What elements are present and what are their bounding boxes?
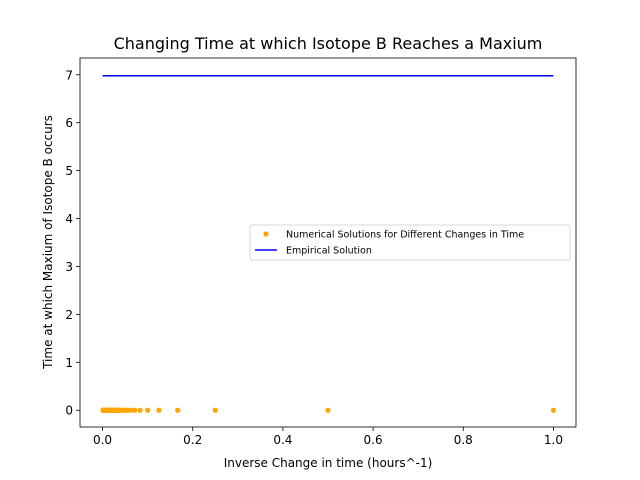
data-point xyxy=(175,407,181,413)
y-tick-label: 1 xyxy=(65,356,73,370)
x-tick-label: 1.0 xyxy=(544,433,563,447)
axes: 0.0 0.2 0.4 0.6 0.8 1.0 0 1 2 3 4 5 6 7 xyxy=(65,57,577,447)
x-tick-label: 0.8 xyxy=(454,433,473,447)
axes-frame xyxy=(79,57,577,428)
data-point xyxy=(212,407,218,413)
y-tick-label: 5 xyxy=(65,164,73,178)
y-tick-label: 2 xyxy=(65,308,73,322)
x-tick-label: 0.0 xyxy=(93,433,112,447)
data-point xyxy=(325,407,331,413)
x-tick-label: 0.6 xyxy=(364,433,383,447)
legend-box xyxy=(249,224,571,261)
legend-label: Numerical Solutions for Different Change… xyxy=(286,230,524,241)
y-tick-label: 7 xyxy=(65,68,73,82)
data-point xyxy=(156,407,162,413)
x-tick-label: 0.4 xyxy=(273,433,292,447)
chart-title: Changing Time at which Isotope B Reaches… xyxy=(114,34,543,53)
y-axis-label: Time at which Maxium of Isotope B occurs xyxy=(41,115,55,370)
data-point xyxy=(145,407,151,413)
y-tick-label: 3 xyxy=(65,260,73,274)
y-tick-label: 4 xyxy=(65,212,73,226)
legend-point-marker xyxy=(263,231,269,237)
data-point xyxy=(100,407,106,413)
data-point xyxy=(137,407,143,413)
legend: Numerical Solutions for Different Change… xyxy=(249,224,571,261)
x-tick-label: 0.2 xyxy=(183,433,202,447)
legend-label: Empirical Solution xyxy=(286,246,372,257)
y-tick-label: 0 xyxy=(65,404,73,418)
y-tick-label: 6 xyxy=(65,116,73,130)
x-axis-label: Inverse Change in time (hours^-1) xyxy=(224,456,433,470)
data-point xyxy=(550,407,557,413)
data-point xyxy=(132,407,138,413)
plot-area xyxy=(100,74,557,413)
